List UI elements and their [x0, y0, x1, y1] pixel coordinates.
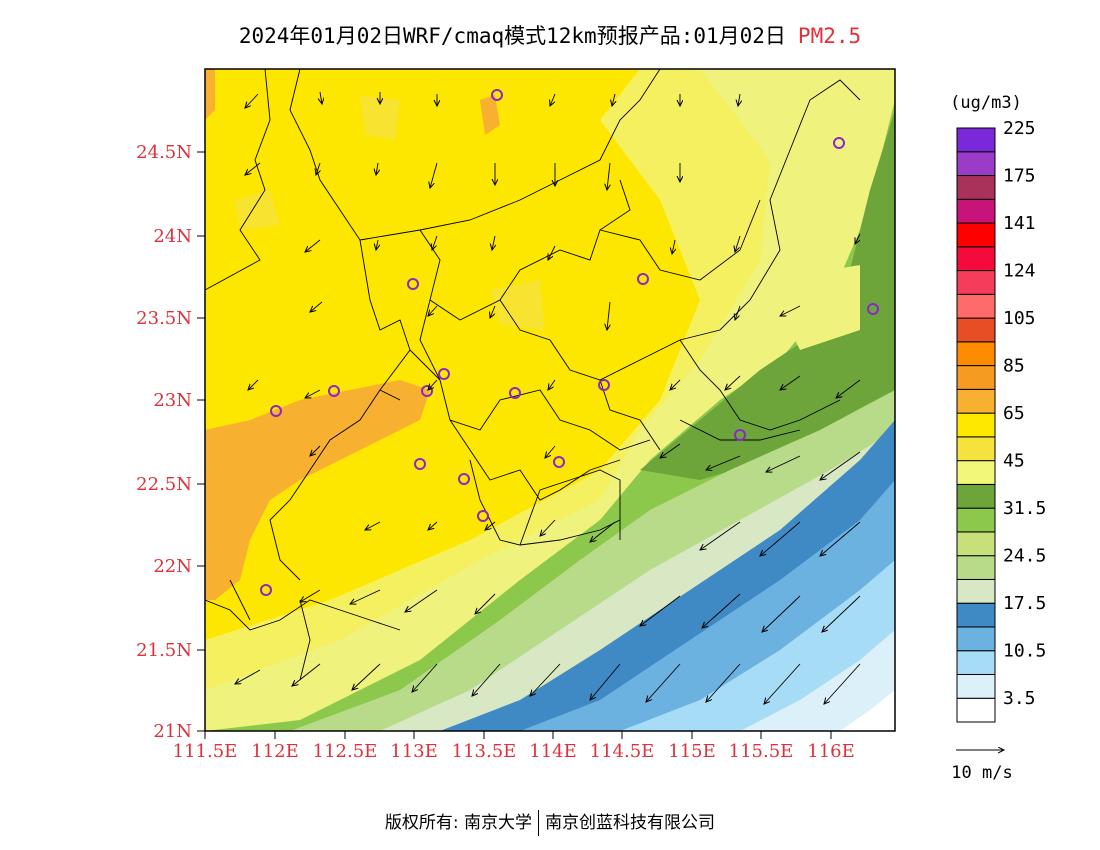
y-tick-label: 23N [153, 390, 192, 411]
x-tick-label: 116E [807, 741, 855, 762]
x-tick-label: 115E [668, 741, 716, 762]
colorbar-swatch [956, 460, 996, 485]
y-axis [197, 151, 205, 732]
x-tick-label: 111.5E [173, 741, 238, 762]
y-tick-label: 22N [153, 556, 192, 577]
colorbar-swatch [956, 697, 996, 723]
colorbar-swatch [956, 365, 996, 390]
colorbar-swatch [956, 198, 996, 224]
colorbar-label: 3.5 [1003, 688, 1036, 709]
colorbar-label: 225 [1003, 118, 1036, 139]
colorbar-label: 141 [1003, 213, 1036, 234]
pollutant-label: PM2.5 [797, 24, 862, 48]
colorbar-swatch [956, 175, 996, 200]
colorbar-label: 45 [1003, 451, 1025, 472]
colorbar-label: 31.5 [1003, 498, 1046, 519]
colorbar-label: 124 [1003, 261, 1036, 282]
colorbar-swatch [956, 412, 996, 438]
y-tick-label: 24N [153, 226, 192, 247]
colorbar-label: 85 [1003, 356, 1025, 377]
colorbar-label: 10.5 [1003, 641, 1046, 662]
colorbar-label: 175 [1003, 166, 1036, 187]
colorbar-label: 24.5 [1003, 546, 1046, 567]
x-tick-label: 113.5E [452, 741, 517, 762]
colorbar-swatch [956, 317, 996, 343]
colorbar-swatch [956, 293, 996, 319]
colorbar-swatch [956, 531, 996, 557]
colorbar-label: 17.5 [1003, 593, 1046, 614]
title-text: 2024年01月02日WRF/cmaq模式12km预报产品:01月02日 [238, 24, 786, 48]
colorbar-swatch [956, 388, 996, 414]
colorbar-swatch [956, 673, 996, 699]
legend-unit: (ug/m3) [950, 93, 1022, 113]
colorbar-swatch [956, 270, 996, 295]
pm25-field [205, 69, 895, 731]
colorbar-swatch [956, 555, 996, 580]
map-title: 2024年01月02日WRF/cmaq模式12km预报产品:01月02日 PM2.… [0, 20, 1100, 50]
x-tick-label: 112.5E [313, 741, 378, 762]
colorbar-swatch [956, 341, 996, 367]
x-tick-label: 113E [390, 741, 438, 762]
colorbar-swatch [956, 246, 996, 272]
y-tick-label: 21N [153, 721, 192, 742]
colorbar-swatch [956, 650, 996, 675]
y-tick-label: 24.5N [136, 142, 192, 163]
y-tick-label: 21.5N [136, 640, 192, 661]
y-tick-label: 22.5N [136, 474, 192, 495]
colorbar-swatch [956, 436, 996, 462]
colorbar-swatch [956, 507, 996, 533]
colorbar-swatch [956, 578, 996, 604]
copyright-owner: 版权所有: 南京大学 [384, 813, 533, 833]
x-tick-label: 114.5E [590, 741, 655, 762]
colorbar-swatch [956, 127, 996, 153]
footer-divider [538, 810, 540, 836]
colorbar-label: 105 [1003, 308, 1036, 329]
x-tick-label: 114E [529, 741, 577, 762]
colorbar-swatch [956, 483, 996, 509]
colorbar-swatch [956, 222, 996, 248]
colorbar-swatch [956, 602, 996, 628]
x-axis [204, 731, 832, 739]
wind-scale-label: 10 m/s [951, 763, 1012, 783]
x-tick-label: 115.5E [729, 741, 794, 762]
copyright-company: 南京创蓝科技有限公司 [545, 813, 716, 833]
colorbar-swatch [956, 151, 996, 177]
wind-scale: 10 m/s [951, 750, 1013, 783]
colorbar-label: 65 [1003, 403, 1025, 424]
copyright-footer: 版权所有: 南京大学 南京创蓝科技有限公司 [0, 808, 1100, 836]
y-tick-label: 23.5N [136, 308, 192, 329]
colorbar-swatch [956, 626, 996, 652]
colorbar [956, 127, 996, 723]
x-tick-label: 112E [251, 741, 299, 762]
